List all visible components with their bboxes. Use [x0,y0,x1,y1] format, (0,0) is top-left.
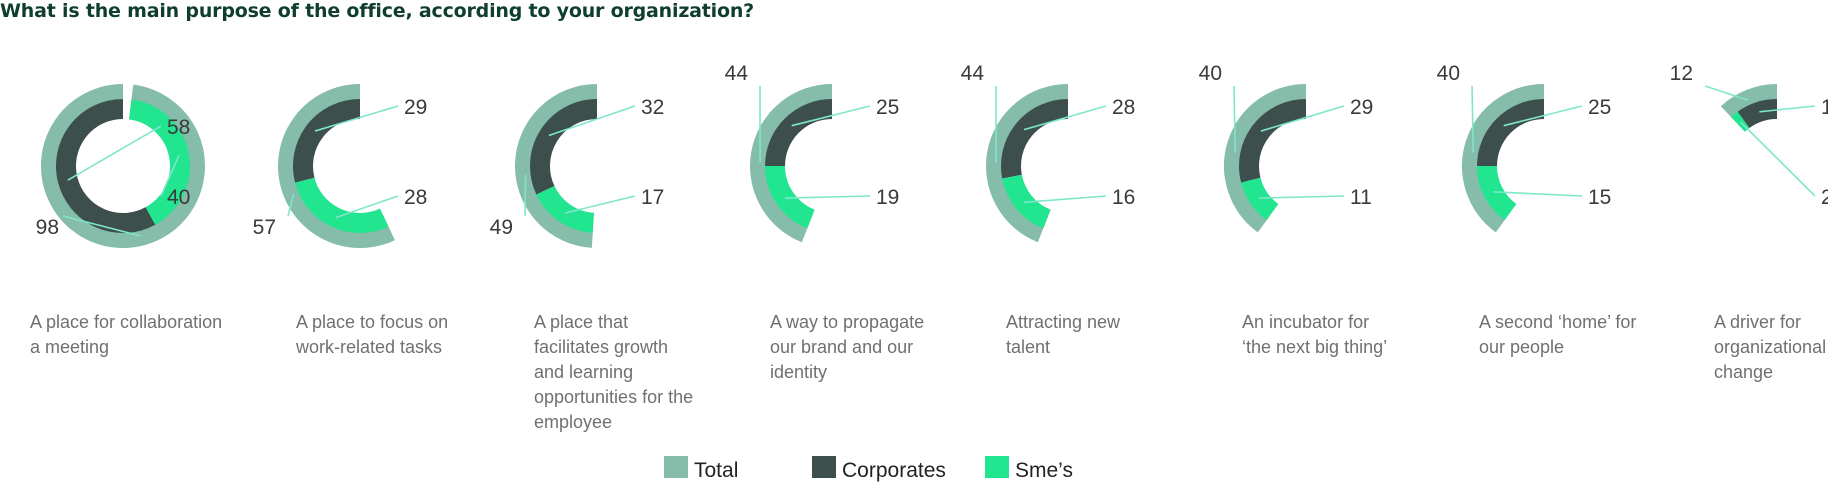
smes-value-label: 16 [1112,186,1135,209]
category-label: A way to propagate [770,312,924,332]
total-value-label: 40 [1199,62,1222,85]
corporates-arc [56,99,156,233]
total-value-leader [287,193,295,217]
smes-value-leader [335,195,399,219]
corporates-value-leader [548,105,636,137]
corporates-value-leader [314,105,399,132]
smes-value-label: 2 [1821,186,1828,209]
total-arc [40,84,205,248]
category-label: and learning [534,362,633,382]
total-arc [1462,84,1545,233]
category-label: An incubator for [1242,312,1369,332]
total-value-leader [1233,85,1237,153]
corporates-value-leader [1503,105,1583,127]
total-value-label: 57 [253,216,276,239]
corporates-value-label: 29 [404,96,427,119]
category-label: A second ‘home’ for [1479,312,1636,332]
category-label: our people [1479,337,1564,357]
category-label: A place for collaboration [30,312,222,332]
smes-value-label: 28 [404,186,427,209]
total-arc [515,84,598,248]
total-value-leader [1471,85,1475,153]
smes-arc [1241,177,1279,221]
legend-label: Corporates [842,459,946,482]
smes-value-leader [1258,195,1345,199]
corporates-value-label: 25 [1588,96,1611,119]
corporates-value-leader [1260,105,1345,132]
total-value-leader [524,174,527,217]
category-label: A place to focus on [296,312,448,332]
category-label: a meeting [30,337,109,357]
legend-swatch [664,456,688,478]
corporates-value-leader [791,105,871,127]
legend-label: Sme’s [1015,459,1073,482]
legend-label: Total [694,459,738,482]
category-label: talent [1006,337,1050,357]
smes-value-label: 15 [1588,186,1611,209]
total-arc [750,84,833,243]
legend: Total Corporates Sme’s [664,456,1073,482]
corporates-value-leader [67,125,162,181]
category-label: A driver for [1714,312,1801,332]
smes-value-leader [564,195,636,214]
total-value-label: 44 [725,62,749,85]
category-label: ‘the next big thing’ [1242,337,1387,357]
category-label: opportunities for the [534,387,693,407]
total-value-label: 12 [1670,62,1693,85]
smes-value-leader [160,154,180,197]
total-value-leader [1704,85,1749,101]
legend-swatch [985,456,1009,478]
charts-layer: 98 58 40 A place for collaboration a meeting… [30,62,1828,432]
legend-swatch [812,456,836,478]
smes-value-label: 19 [876,186,899,209]
category-label: identity [770,362,827,382]
corporates-value-label: 25 [876,96,899,119]
corporates-value-label: 58 [167,116,190,139]
category-label: our brand and our [770,337,913,357]
category-label: A place that [534,312,628,332]
corporates-value-label: 10 [1821,96,1828,119]
smes-value-label: 40 [167,186,190,209]
corporates-value-label: 29 [1350,96,1373,119]
corporates-value-leader [1023,105,1107,131]
smes-value-leader [1493,191,1583,197]
smes-value-leader [1024,195,1107,204]
total-arc [1224,84,1307,233]
smes-arc [1477,165,1517,221]
corporates-value-leader [1759,105,1816,113]
category-label: work-related tasks [295,337,442,357]
category-label: Attracting new [1006,312,1121,332]
total-value-label: 40 [1437,62,1460,85]
total-value-label: 49 [490,216,513,239]
category-label: organizational [1714,337,1826,357]
category-label: employee [534,412,612,432]
smes-value-leader [784,195,871,199]
smes-value-label: 17 [641,186,664,209]
category-label: change [1714,362,1773,382]
category-label: facilitates growth [534,337,668,357]
corporates-value-label: 32 [641,96,664,119]
corporates-value-label: 28 [1112,96,1135,119]
total-arc [1720,84,1778,122]
total-value-label: 44 [961,62,985,85]
total-arc [278,84,395,248]
page-title: What is the main purpose of the office, … [0,0,754,22]
total-arc [986,84,1069,243]
total-value-leader [62,215,141,237]
smes-value-leader [1740,121,1816,197]
smes-arc [295,177,389,233]
smes-value-label: 11 [1350,186,1372,209]
total-value-label: 98 [36,216,59,239]
smes-arc [536,185,595,233]
